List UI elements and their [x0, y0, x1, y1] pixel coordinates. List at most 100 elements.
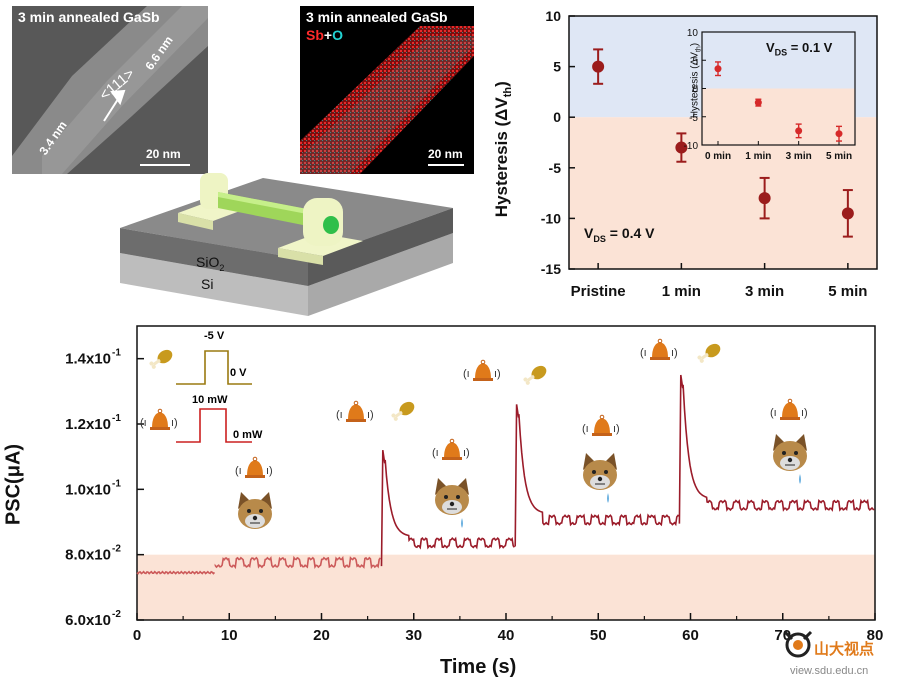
bell-icon: (ı ı) — [770, 398, 808, 420]
bell-icon: (ı ı) — [582, 414, 620, 436]
dog-ear — [795, 434, 807, 451]
bell-ring-right: ı) — [613, 423, 620, 435]
drumstick-knob — [699, 358, 704, 363]
drumstick-meat — [705, 343, 721, 358]
psc-ylabel: PSC(μA) — [2, 443, 25, 526]
y-tick-label: 1.4x10 — [65, 351, 111, 368]
bell-body — [594, 418, 610, 434]
bell-icon: (ı ı) — [640, 338, 678, 360]
bell-top — [157, 408, 163, 414]
eds-texture — [300, 26, 474, 174]
drumstick-bone — [152, 358, 161, 366]
x-tick-label: 0 — [133, 627, 141, 644]
drumstick-knob — [151, 364, 156, 369]
inset-condition: VDS = 0.1 V — [766, 40, 833, 58]
growth-direction-arrow — [103, 89, 126, 122]
drool-icon — [461, 518, 463, 528]
bell-top — [449, 438, 455, 444]
bell-body — [444, 442, 460, 458]
data-point — [592, 60, 605, 73]
watermark-logo-icon — [783, 630, 813, 660]
dog-eye — [794, 451, 798, 455]
x-tick-label: 40 — [498, 627, 515, 644]
inset-y-tick-label: 0 — [692, 85, 698, 96]
inset-x-tick-label: 0 min — [705, 151, 731, 162]
drumstick-knob — [523, 377, 528, 382]
voltage-pulse-icon — [176, 350, 252, 385]
drumstick-bone — [526, 374, 535, 382]
bell-top — [657, 338, 663, 344]
bell-ring-left: (ı — [640, 347, 647, 359]
dog-muzzle — [780, 456, 800, 470]
x-tick-label: Pristine — [571, 283, 626, 300]
watermark-url: view.sdu.edu.cn — [790, 665, 869, 677]
dog-icon — [583, 453, 617, 490]
bell-rim — [346, 419, 366, 422]
hysteresis-ylabel-close: ) — [491, 81, 511, 87]
bell-ring-left: (ı — [432, 447, 439, 459]
x-tick-label: 20 — [313, 627, 330, 644]
baseline-band — [137, 554, 875, 620]
y-tick-exponent: -1 — [112, 348, 121, 359]
inset-x-tick-label: 1 min — [745, 151, 771, 162]
inset-y-tick-label: 5 — [692, 56, 698, 67]
y-tick-label: 10 — [545, 8, 561, 24]
y-tick-label: 0 — [553, 109, 561, 125]
bell-ring-right: ı) — [171, 417, 178, 429]
inset-y-tick-label: 10 — [687, 28, 699, 39]
eds-plus: + — [323, 27, 333, 43]
drumstick-knob — [697, 355, 702, 360]
contact-right — [278, 198, 363, 265]
inset-data-point — [754, 99, 762, 107]
y-tick-exponent: -2 — [112, 609, 121, 620]
drumstick-knob — [525, 380, 530, 385]
bell-icon: (ı ı) — [140, 408, 178, 430]
y-tick-label: -15 — [541, 261, 561, 277]
bell-ring-right: ı) — [463, 447, 470, 459]
bell-ring-right: ı) — [671, 347, 678, 359]
hysteresis-ylabel: Hysteresis (ΔV — [491, 97, 511, 218]
psc-trace-segment — [136, 570, 216, 575]
dog-icon — [238, 492, 272, 529]
eds-scale-bar — [428, 164, 464, 166]
dog-eye — [259, 509, 263, 513]
y-tick-label: -5 — [549, 160, 562, 176]
scale-bar — [140, 164, 190, 166]
drumstick-meat — [399, 401, 415, 416]
dog-ear — [435, 478, 447, 495]
data-point — [758, 192, 771, 205]
bell-rim — [780, 417, 800, 420]
bell-ring-right: ı) — [494, 368, 501, 380]
y-tick-label: 1.0x10 — [65, 481, 111, 498]
dog-muzzle — [590, 475, 610, 489]
dog-muzzle — [245, 514, 265, 528]
dog-ear — [773, 434, 785, 451]
dog-nose — [787, 457, 793, 463]
x-tick-label: 30 — [405, 627, 422, 644]
x-tick-label: 50 — [590, 627, 607, 644]
pulse-voltage-high: -5 V — [204, 330, 225, 342]
y-tick-label: 6.0x10 — [65, 612, 111, 629]
dog-eye — [782, 451, 786, 455]
drumstick-icon — [149, 349, 173, 369]
sio2-label-text: SiO2 — [196, 254, 224, 273]
bell-ring-left: (ı — [463, 368, 470, 380]
bell-ring-right: ı) — [266, 465, 273, 477]
data-point — [675, 141, 688, 154]
x-tick-label: 3 min — [745, 283, 784, 300]
x-tick-label: 1 min — [662, 283, 701, 300]
inset-negative-region — [702, 88, 855, 145]
bell-rim — [650, 357, 670, 360]
y-tick-label: 1.2x10 — [65, 416, 111, 433]
bell-rim — [473, 378, 493, 381]
drumstick-icon — [523, 365, 547, 385]
y-tick-label: 5 — [553, 59, 561, 75]
dog-ear — [583, 453, 595, 470]
drumstick-knob — [149, 361, 154, 366]
psc-chart: 6.0x10 -28.0x10 -21.0x10 -11.2x10 -11.4x10 -1… — [65, 325, 883, 644]
y-tick-label: 8.0x10 — [65, 547, 111, 564]
dog-eye — [456, 495, 460, 499]
tem-texture — [12, 6, 208, 174]
bell-rim — [442, 457, 462, 460]
bell-body — [475, 363, 491, 379]
